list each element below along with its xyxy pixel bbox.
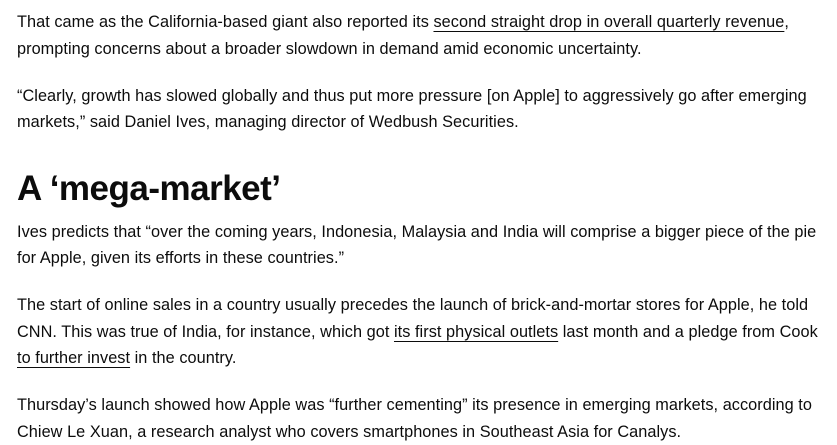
paragraph-text: last month and a pledge from Cook — [558, 322, 818, 341]
paragraph-text: Ives predicts that “over the coming year… — [17, 222, 817, 268]
section-heading-mega-market: A ‘mega-market’ — [17, 168, 281, 208]
paragraph-online-sales: The start of online sales in a country u… — [17, 292, 832, 372]
paragraph-thursday-launch: Thursday’s launch showed how Apple was “… — [17, 392, 832, 445]
paragraph-revenue-drop: That came as the California-based giant … — [17, 9, 832, 62]
paragraph-ives-quote: “Clearly, growth has slowed globally and… — [17, 83, 832, 136]
paragraph-ives-prediction: Ives predicts that “over the coming year… — [17, 219, 832, 272]
paragraph-text: Thursday’s launch showed how Apple was “… — [17, 396, 812, 441]
paragraph-text: , prompting concerns about a broader slo… — [17, 13, 789, 58]
paragraph-text: The start of online sales in a country u… — [17, 296, 809, 341]
paragraph-text: “Clearly, growth has slowed globally and… — [17, 86, 807, 132]
link-quarterly-revenue-drop[interactable]: second straight drop in overall quarterl… — [433, 13, 785, 31]
paragraph-text: in the country. — [130, 349, 237, 367]
link-further-invest[interactable]: to further invest — [17, 349, 131, 367]
paragraph-text: That came as the California-based giant … — [17, 13, 434, 31]
link-first-physical-outlets[interactable]: its first physical outlets — [393, 322, 559, 341]
